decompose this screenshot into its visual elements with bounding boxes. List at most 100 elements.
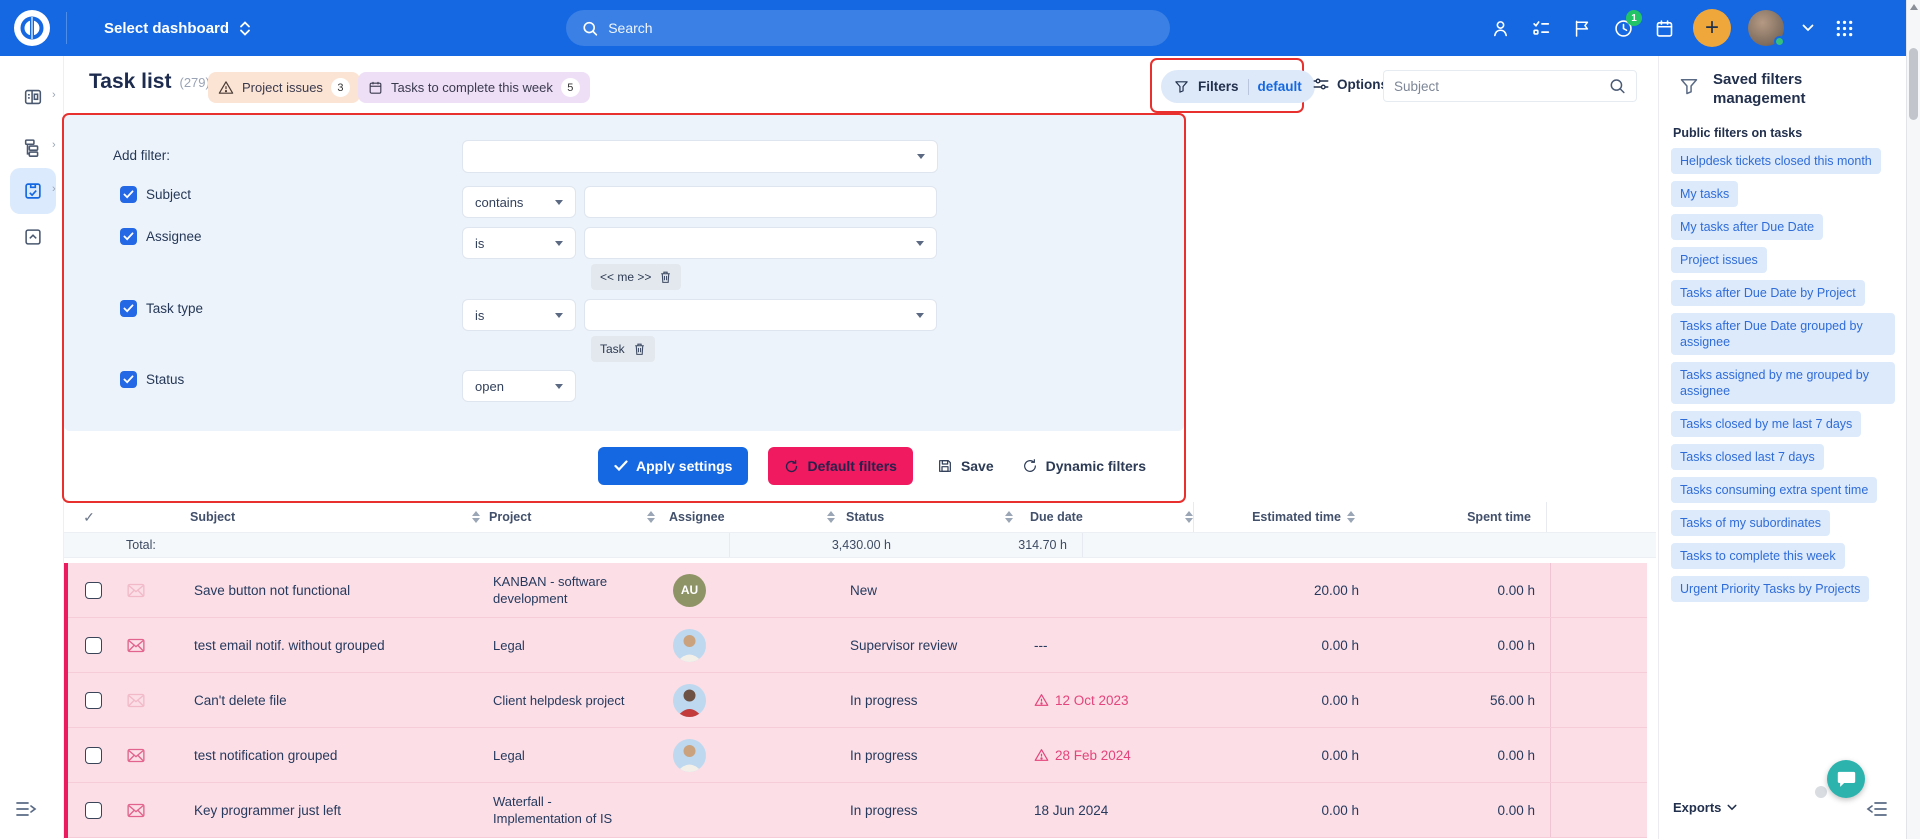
sidebar-expand-tasks-chevron[interactable]: › bbox=[52, 183, 56, 195]
task-subject-link[interactable]: test notification grouped bbox=[194, 747, 338, 763]
task-checklist-icon[interactable] bbox=[1529, 16, 1553, 40]
saved-filter-chip[interactable]: Urgent Priority Tasks by Projects bbox=[1671, 576, 1870, 602]
sidebar-expand-projects-chevron[interactable]: › bbox=[52, 139, 56, 151]
quick-add-button[interactable]: + bbox=[1693, 9, 1731, 47]
assignee-value-dropdown[interactable] bbox=[584, 227, 937, 259]
filter-badge-tasks-this-week[interactable]: Tasks to complete this week 5 bbox=[358, 72, 590, 103]
email-notification-icon[interactable] bbox=[118, 583, 154, 598]
email-notification-icon[interactable] bbox=[118, 638, 154, 653]
status-operator-dropdown[interactable]: open bbox=[462, 370, 576, 402]
sidebar-item-tasks[interactable] bbox=[10, 168, 56, 214]
assignee-avatar[interactable] bbox=[673, 683, 706, 717]
chat-widget-button[interactable] bbox=[1827, 760, 1865, 798]
options-button[interactable]: Options bbox=[1312, 75, 1388, 93]
apply-settings-button[interactable]: Apply settings bbox=[598, 447, 749, 485]
email-notification-icon[interactable] bbox=[118, 803, 154, 818]
saved-filter-chip[interactable]: Helpdesk tickets closed this month bbox=[1671, 148, 1881, 174]
sidebar-item-projects[interactable] bbox=[10, 124, 56, 170]
default-filters-button[interactable]: Default filters bbox=[768, 447, 913, 485]
column-header-estimated-time[interactable]: Estimated time bbox=[1194, 510, 1355, 524]
bottom-panel-toggle-icon[interactable] bbox=[14, 798, 38, 825]
assignee-operator-dropdown[interactable]: is bbox=[462, 227, 576, 259]
app-logo[interactable] bbox=[14, 10, 50, 46]
dynamic-filters-button[interactable]: Dynamic filters bbox=[1018, 447, 1150, 485]
page-scrollbar[interactable] bbox=[1906, 0, 1920, 839]
sort-icon[interactable] bbox=[472, 511, 480, 523]
task-subject-link[interactable]: test email notif. without grouped bbox=[194, 637, 385, 653]
task-type-operator-dropdown[interactable]: is bbox=[462, 299, 576, 331]
add-filter-dropdown[interactable] bbox=[462, 140, 938, 173]
column-header-due-date[interactable]: Due date bbox=[1030, 510, 1193, 524]
table-row[interactable]: test notification grouped Legal In progr… bbox=[68, 728, 1647, 783]
saved-filter-chip[interactable]: Tasks after Due Date grouped by assignee bbox=[1671, 313, 1895, 355]
column-header-project[interactable]: Project bbox=[489, 510, 655, 524]
email-notification-icon[interactable] bbox=[118, 748, 154, 763]
column-header-spent-time[interactable]: Spent time bbox=[1467, 510, 1531, 524]
sort-icon[interactable] bbox=[1185, 511, 1193, 523]
task-subject-link[interactable]: Save button not functional bbox=[194, 582, 351, 598]
subject-operator-dropdown[interactable]: contains bbox=[462, 186, 576, 218]
task-type-filter-checkbox[interactable] bbox=[120, 300, 137, 317]
saved-filter-chip[interactable]: Tasks closed by me last 7 days bbox=[1671, 411, 1862, 437]
status-filter-checkbox[interactable] bbox=[120, 371, 137, 388]
assignee-avatar[interactable]: AU bbox=[673, 573, 706, 607]
save-button[interactable]: Save bbox=[933, 447, 998, 485]
user-avatar[interactable] bbox=[1748, 10, 1785, 47]
saved-filter-chip[interactable]: My tasks after Due Date bbox=[1671, 214, 1824, 240]
sort-icon[interactable] bbox=[647, 511, 655, 523]
global-search[interactable] bbox=[566, 10, 1170, 46]
time-tracking-icon[interactable]: 1 bbox=[1611, 10, 1642, 40]
user-icon[interactable] bbox=[1488, 16, 1512, 40]
column-header-status[interactable]: Status bbox=[846, 510, 1013, 524]
task-type-value-dropdown[interactable] bbox=[584, 299, 937, 331]
row-checkbox[interactable] bbox=[84, 801, 102, 819]
flag-icon[interactable] bbox=[1570, 16, 1594, 40]
email-notification-icon[interactable] bbox=[118, 693, 154, 708]
global-search-input[interactable] bbox=[608, 20, 1154, 36]
trash-icon[interactable] bbox=[659, 270, 672, 284]
filters-default-value[interactable]: default bbox=[1257, 79, 1302, 94]
subject-quick-search[interactable] bbox=[1383, 70, 1637, 102]
scrollbar-thumb[interactable] bbox=[1909, 48, 1918, 120]
column-header-subject[interactable]: Subject bbox=[190, 510, 480, 524]
table-row[interactable]: Save button not functional KANBAN - soft… bbox=[68, 563, 1647, 618]
sort-icon[interactable] bbox=[827, 511, 835, 523]
task-type-task-tag[interactable]: Task bbox=[591, 336, 655, 362]
avatar-menu-chevron[interactable] bbox=[1801, 16, 1815, 40]
saved-filter-chip[interactable]: Tasks consuming extra spent time bbox=[1671, 477, 1878, 503]
task-subject-link[interactable]: Can't delete file bbox=[194, 692, 287, 708]
assignee-filter-checkbox[interactable] bbox=[120, 228, 137, 245]
row-checkbox[interactable] bbox=[84, 636, 102, 654]
trash-icon[interactable] bbox=[633, 342, 646, 356]
exports-button[interactable]: Exports bbox=[1673, 800, 1737, 815]
select-all-icon[interactable]: ✓ bbox=[83, 508, 95, 525]
filters-toggle[interactable]: Filters default bbox=[1161, 70, 1315, 103]
assignee-me-tag[interactable]: << me >> bbox=[591, 264, 682, 290]
task-subject-link[interactable]: Key programmer just left bbox=[194, 802, 342, 818]
subject-filter-checkbox[interactable] bbox=[120, 186, 137, 203]
saved-filter-chip[interactable]: Tasks assigned by me grouped by assignee bbox=[1671, 362, 1895, 404]
saved-filter-chip[interactable]: My tasks bbox=[1671, 181, 1739, 207]
subject-filter-value-input[interactable] bbox=[584, 186, 937, 218]
saved-filter-chip[interactable]: Project issues bbox=[1671, 247, 1767, 273]
saved-filter-chip[interactable]: Tasks of my subordinates bbox=[1671, 510, 1831, 536]
select-dashboard-button[interactable]: Select dashboard bbox=[104, 0, 251, 56]
scrollbar-up-arrow[interactable] bbox=[1910, 4, 1918, 10]
sort-icon[interactable] bbox=[1005, 511, 1013, 523]
table-row[interactable]: Can't delete file Client helpdesk projec… bbox=[68, 673, 1647, 728]
table-row[interactable]: Key programmer just left Waterfall - Imp… bbox=[68, 783, 1647, 838]
apps-grid-icon[interactable] bbox=[1832, 16, 1856, 40]
sidebar-panel-toggle-icon[interactable] bbox=[1865, 798, 1889, 825]
saved-filter-chip[interactable]: Tasks to complete this week bbox=[1671, 543, 1845, 569]
row-checkbox[interactable] bbox=[84, 691, 102, 709]
row-checkbox[interactable] bbox=[84, 581, 102, 599]
row-checkbox[interactable] bbox=[84, 746, 102, 764]
table-row[interactable]: test email notif. without grouped Legal … bbox=[68, 618, 1647, 673]
sort-icon[interactable] bbox=[1347, 511, 1355, 523]
column-header-assignee[interactable]: Assignee bbox=[669, 510, 835, 524]
calendar-icon[interactable] bbox=[1652, 16, 1676, 40]
sidebar-expand-dashboards-chevron[interactable]: › bbox=[52, 89, 56, 101]
assignee-avatar[interactable] bbox=[673, 628, 706, 662]
subject-search-input[interactable] bbox=[1394, 78, 1610, 94]
filter-badge-project-issues[interactable]: Project issues 3 bbox=[208, 72, 360, 103]
